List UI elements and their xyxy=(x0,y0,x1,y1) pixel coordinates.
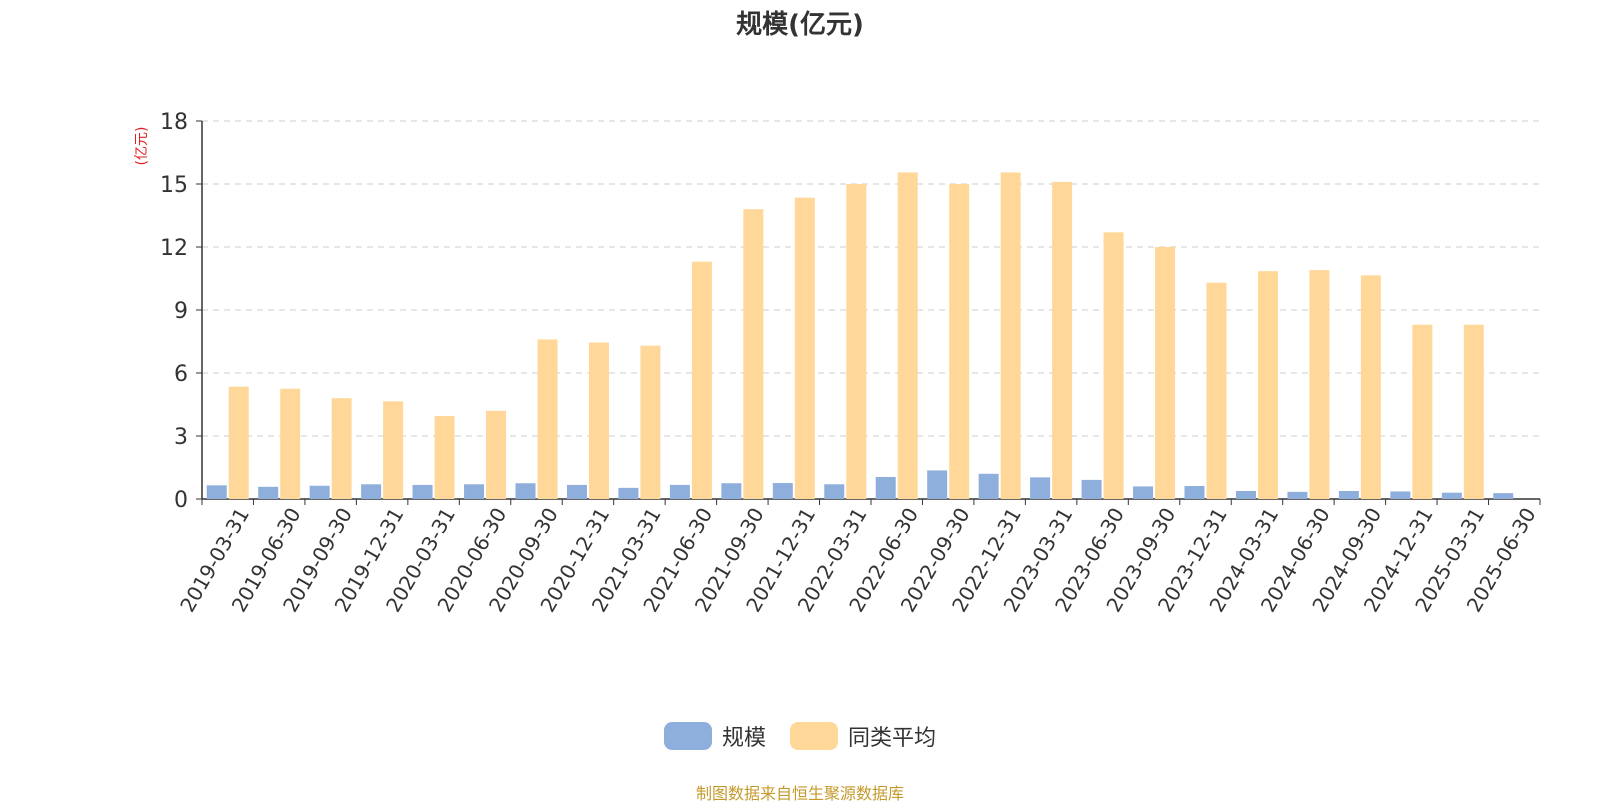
bar-scale xyxy=(309,485,330,499)
bar-avg xyxy=(1463,324,1484,499)
bar-avg xyxy=(486,410,507,499)
bar-scale xyxy=(566,484,587,499)
bar-avg xyxy=(1206,282,1227,499)
bar-chart: 03691215182019-03-312019-06-302019-09-30… xyxy=(160,110,1541,616)
y-tick-label: 12 xyxy=(160,236,188,261)
bar-avg xyxy=(743,209,764,499)
bar-scale xyxy=(1184,485,1205,499)
bar-scale xyxy=(824,484,845,499)
legend-swatch-avg xyxy=(790,722,838,750)
bar-avg xyxy=(434,416,455,499)
bar-scale xyxy=(1287,491,1308,499)
bar-scale xyxy=(1338,491,1359,499)
bar-avg xyxy=(383,401,404,499)
bar-scale xyxy=(1235,491,1256,499)
bar-scale xyxy=(464,484,485,499)
bar-scale xyxy=(1081,479,1102,499)
bar-avg xyxy=(1412,324,1433,499)
legend-item-scale[interactable]: 规模 xyxy=(663,720,766,752)
bar-avg xyxy=(1257,271,1278,499)
bar-scale xyxy=(978,473,999,499)
bar-avg xyxy=(1103,232,1124,500)
bar-scale xyxy=(258,486,279,499)
bar-avg xyxy=(588,342,609,499)
y-tick-label: 15 xyxy=(160,173,188,198)
y-tick-label: 6 xyxy=(174,362,188,387)
y-tick-label: 3 xyxy=(174,425,188,450)
bar-avg xyxy=(691,261,712,499)
bar-avg xyxy=(1360,275,1381,499)
bar-scale xyxy=(927,470,948,499)
legend-swatch-scale xyxy=(663,722,712,750)
bar-scale xyxy=(772,483,793,499)
bar-avg xyxy=(1000,172,1021,499)
bar-scale xyxy=(875,476,896,499)
legend-label-scale: 规模 xyxy=(721,726,766,751)
legend-label-avg: 同类平均 xyxy=(848,726,937,751)
y-tick-label: 18 xyxy=(160,110,188,135)
bar-scale xyxy=(1493,493,1514,499)
data-source-note: 制图数据来自恒生聚源数据库 xyxy=(695,784,904,803)
bar-avg xyxy=(1309,270,1330,499)
bar-avg xyxy=(537,339,558,499)
bar-avg xyxy=(280,388,301,499)
bar-avg xyxy=(1052,181,1073,499)
bar-scale xyxy=(1441,492,1462,499)
bar-avg xyxy=(228,386,249,499)
bar-scale xyxy=(618,487,639,499)
bar-scale xyxy=(669,484,690,499)
bar-scale xyxy=(1390,491,1411,499)
bar-avg xyxy=(640,345,661,499)
bar-avg xyxy=(897,172,918,499)
legend-item-avg[interactable]: 同类平均 xyxy=(790,720,936,752)
chart-title: 规模(亿元) xyxy=(736,10,864,40)
bar-avg xyxy=(949,184,970,499)
bar-scale xyxy=(206,485,227,499)
bar-scale xyxy=(1133,486,1154,499)
y-tick-label: 0 xyxy=(174,488,188,513)
bar-avg xyxy=(1155,247,1176,499)
bar-avg xyxy=(331,398,352,499)
legend: 规模 同类平均 xyxy=(0,720,1600,752)
y-tick-label: 9 xyxy=(174,299,188,324)
bar-scale xyxy=(1030,477,1051,499)
bar-scale xyxy=(361,484,382,499)
bar-scale xyxy=(515,483,536,499)
bar-avg xyxy=(794,197,815,499)
bar-scale xyxy=(721,483,742,499)
bar-avg xyxy=(846,184,867,499)
bar-scale xyxy=(412,484,433,499)
